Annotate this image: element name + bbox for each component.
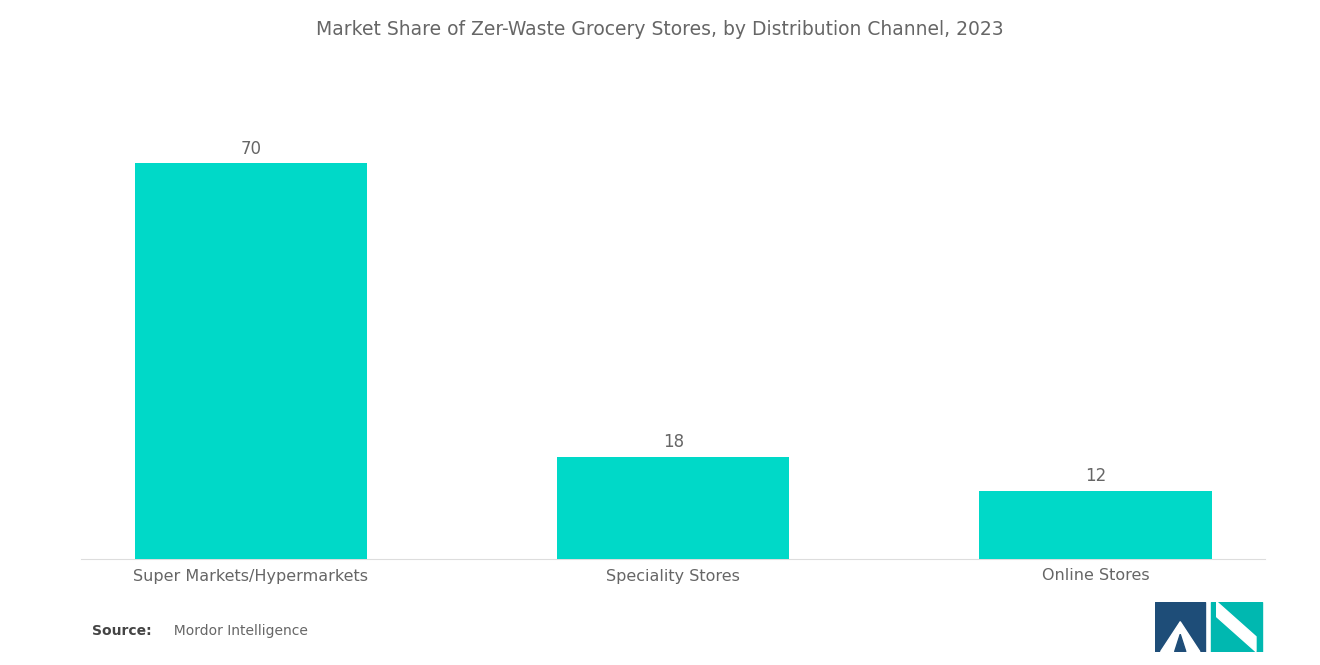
Text: Market Share of Zer-Waste Grocery Stores, by Distribution Channel, 2023: Market Share of Zer-Waste Grocery Stores… — [317, 20, 1003, 39]
Bar — [979, 491, 1212, 559]
Bar — [135, 164, 367, 559]
Polygon shape — [1180, 622, 1200, 652]
Polygon shape — [1175, 634, 1185, 652]
Polygon shape — [1155, 602, 1205, 652]
Text: Source:: Source: — [92, 624, 152, 638]
Text: 70: 70 — [240, 140, 261, 158]
Bar — [557, 457, 789, 559]
Text: Mordor Intelligence: Mordor Intelligence — [165, 624, 308, 638]
Polygon shape — [1217, 602, 1257, 652]
Text: 18: 18 — [663, 434, 684, 452]
Polygon shape — [1212, 602, 1262, 652]
Text: 12: 12 — [1085, 467, 1106, 485]
Polygon shape — [1160, 622, 1180, 652]
